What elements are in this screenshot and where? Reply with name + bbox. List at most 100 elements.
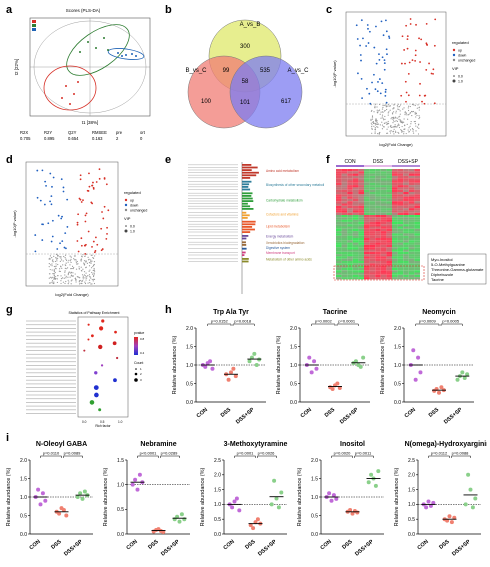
volcano-d-size-title: VIP — [124, 216, 131, 221]
dot-plot-point — [473, 496, 478, 501]
dot-plot-point — [269, 502, 274, 507]
kegg-category-label: Energy metabolism — [266, 235, 294, 239]
dot-plot-pvalue: p=0.0110 — [43, 451, 60, 456]
plsda-stat-value: 0.654 — [68, 136, 79, 141]
dot-plot-bracket — [336, 323, 359, 326]
dot-plot-ytick: 1.5 — [290, 344, 297, 350]
dot-plot-point — [355, 510, 360, 515]
dot-plot-bracket — [451, 455, 471, 458]
enrichment-dot — [94, 392, 99, 398]
enrichment-count-2: 2 — [140, 372, 142, 376]
volcano-d-ylabel: -log10(P value) — [12, 210, 17, 238]
dot-plot-point — [82, 489, 87, 494]
venn-set-b: B_vs_C — [185, 68, 207, 74]
dot-plot-bracket — [440, 323, 463, 326]
kegg-bar — [242, 171, 259, 174]
dot-plot-point — [78, 491, 83, 496]
dot-plot-title: Inositol — [340, 441, 365, 448]
dot-plot-xtick: CON — [223, 539, 236, 551]
dot-plot-ylabel: Relative abundance (%) — [200, 467, 206, 526]
dot-plot-point — [439, 385, 444, 390]
dot-plot-n-omega-hydroxyarginine: N(omega)-Hydroxyarginine Relative abundan… — [394, 441, 487, 558]
panel-label-c: c — [326, 4, 333, 16]
dot-plot-ytick: 0.0 — [214, 532, 221, 538]
volcano-d-size-0: 0.0 — [130, 225, 135, 229]
kegg-bar — [242, 174, 257, 177]
dot-plot-point — [348, 507, 353, 512]
dot-plot-xtick: DSS+SP — [257, 539, 278, 558]
dot-plot-ylabel: Relative abundance (%) — [276, 335, 282, 394]
dot-plot-point — [413, 377, 418, 382]
dot-plot-ytick: 0.0 — [117, 532, 124, 538]
kegg-bar — [242, 202, 248, 205]
dot-plot-point — [80, 496, 85, 501]
dot-plot-trp-ala-tyr: Trp Ala Tyr Relative abundance (%) 0.0 0.5 1… — [172, 309, 266, 426]
dot-plot-title: Neomycin — [422, 309, 455, 316]
plsda-title: Scores (PLS-DA) — [66, 8, 101, 13]
dot-plot-bracket — [311, 323, 336, 326]
dot-plot-ytick: 0.5 — [394, 381, 401, 387]
kegg-bar — [242, 188, 251, 191]
volcano-c-legend-down: down — [458, 54, 466, 58]
enrichment-dot — [94, 371, 98, 375]
venn-diagram: A_vs_B B_vs_C A_vs_C 300 100 617 99 535 … — [185, 19, 309, 129]
plsda-stat-label: RMSEE — [92, 130, 107, 135]
dot-plot-pvalue: p=0.0112 — [431, 451, 448, 456]
dot-plot-ytick: 0.5 — [117, 507, 124, 513]
dot-plot-ytick: 2.0 — [186, 326, 193, 332]
dot-plot-point — [335, 381, 340, 386]
kegg-bar — [242, 251, 246, 254]
dot-plot-point — [248, 523, 253, 528]
kegg-bar — [242, 231, 251, 233]
dot-plot-point — [327, 491, 332, 496]
venn-ab: 99 — [223, 68, 230, 74]
dot-plot-point — [437, 390, 441, 395]
dot-plot-3-methoxytyramine: 3-Methoxytyramine Relative abundance (%) 0… — [200, 441, 288, 558]
dot-plot-point — [361, 355, 366, 360]
dot-plot-tacrine: Tacrine Relative abundance (%) 0.0 0.5 1.0 1.… — [276, 309, 370, 426]
dot-plot-point — [376, 469, 381, 474]
dot-plot-title: Tacrine — [323, 309, 347, 316]
kegg-bar — [242, 211, 247, 214]
kegg-bar — [242, 186, 249, 188]
dot-plot-xtick: CON — [126, 539, 139, 551]
dot-plot-point — [234, 496, 239, 501]
plsda-legend-con — [32, 20, 36, 23]
dot-plot-ylabel: Relative abundance (%) — [6, 467, 12, 526]
plsda-stat-label: R2Y — [44, 130, 52, 135]
dot-plot-xtick: DSS — [341, 539, 354, 551]
dot-plot-title: 3-Methoxytyramine — [224, 441, 288, 448]
dot-plot-point — [43, 498, 48, 503]
dot-plot-ytick: 1.0 — [394, 363, 401, 369]
dot-plot-point — [251, 526, 256, 531]
enrichment-dot — [112, 341, 117, 346]
dot-plot-pvalue: p=0.0088 — [452, 451, 470, 456]
dot-plot-ytick: 0.5 — [186, 381, 193, 387]
dot-plot-ytick: 0.5 — [214, 517, 221, 523]
dot-plot-bracket — [40, 455, 62, 458]
enrichment-dot — [89, 400, 95, 405]
dot-plot-point — [226, 377, 231, 382]
dot-plot-point — [463, 502, 468, 507]
kegg-bar — [242, 226, 253, 228]
dot-plot-ylabel: Relative abundance (%) — [103, 467, 109, 526]
dot-plot-title: Trp Ala Tyr — [213, 309, 249, 316]
dot-plot-pvalue: p=0.0009 — [419, 319, 437, 324]
dot-plot-xtick: DSS+SP — [451, 539, 472, 558]
dot-plot-xtick: DSS+SP — [63, 539, 84, 558]
plsda-stat-label: Q2Y — [68, 130, 77, 135]
kegg-bar — [242, 205, 251, 208]
volcano-c-size-1: 1.0 — [458, 80, 463, 84]
dot-plot-ytick: 0.0 — [186, 400, 193, 406]
dot-plot-nebramine: Nebramine Relative abundance (%) 0.0 0.5 1.0… — [103, 441, 190, 558]
dot-plot-point — [36, 487, 41, 492]
enrichment-dot — [99, 326, 104, 331]
enrichment-dot — [98, 344, 103, 350]
dot-plot-ytick: 0.5 — [408, 517, 415, 523]
dot-plot-point — [329, 498, 334, 503]
dot-plot-point — [369, 472, 374, 477]
plsda-stat-value: 2 — [116, 136, 119, 141]
kegg-category-label: Carbohydrate metabolism — [266, 199, 303, 203]
dot-plot-pvalue: p=0.0001 — [237, 451, 255, 456]
dot-plot-point — [133, 477, 138, 482]
